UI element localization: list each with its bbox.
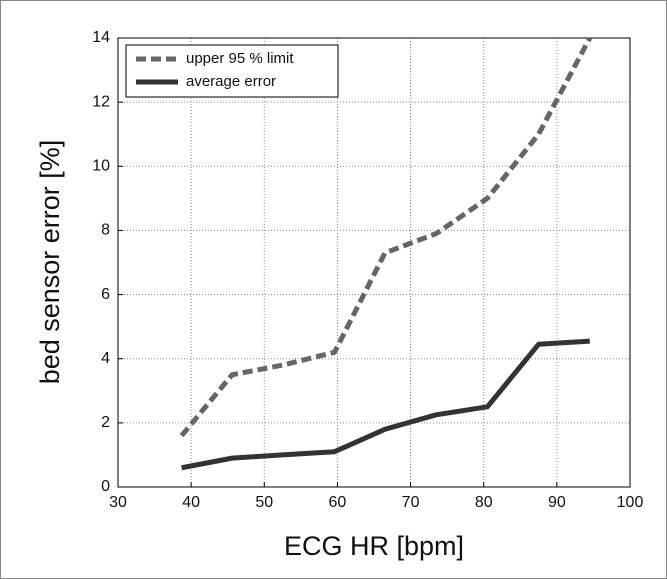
x-tick-label: 80 (475, 494, 493, 511)
y-tick-label: 0 (101, 478, 110, 495)
y-tick-label: 8 (101, 222, 110, 239)
x-tick-label: 60 (329, 494, 347, 511)
x-tick-label: 40 (182, 494, 200, 511)
y-tick-label: 12 (92, 93, 110, 110)
x-tick-label: 100 (617, 494, 644, 511)
x-tick-label: 70 (402, 494, 420, 511)
line-series (179, 36, 592, 438)
y-tick-label: 2 (101, 414, 110, 431)
x-tick-label: 30 (109, 494, 127, 511)
x-tick-label: 90 (548, 494, 566, 511)
x-tick-label: 50 (255, 494, 273, 511)
y-axis-label: bed sensor error [%] (35, 140, 65, 385)
x-axis-label: ECG HR [bpm] (284, 531, 464, 561)
plot-border (117, 37, 631, 488)
line-series (181, 338, 590, 471)
y-tick-label: 4 (101, 350, 110, 367)
legend-box (125, 44, 339, 98)
y-tick-label: 10 (92, 158, 110, 175)
legend-label: average error (186, 73, 276, 90)
y-tick-label: 6 (101, 286, 110, 303)
y-tick-label: 14 (92, 29, 110, 46)
legend-label: upper 95 % limit (186, 50, 294, 67)
